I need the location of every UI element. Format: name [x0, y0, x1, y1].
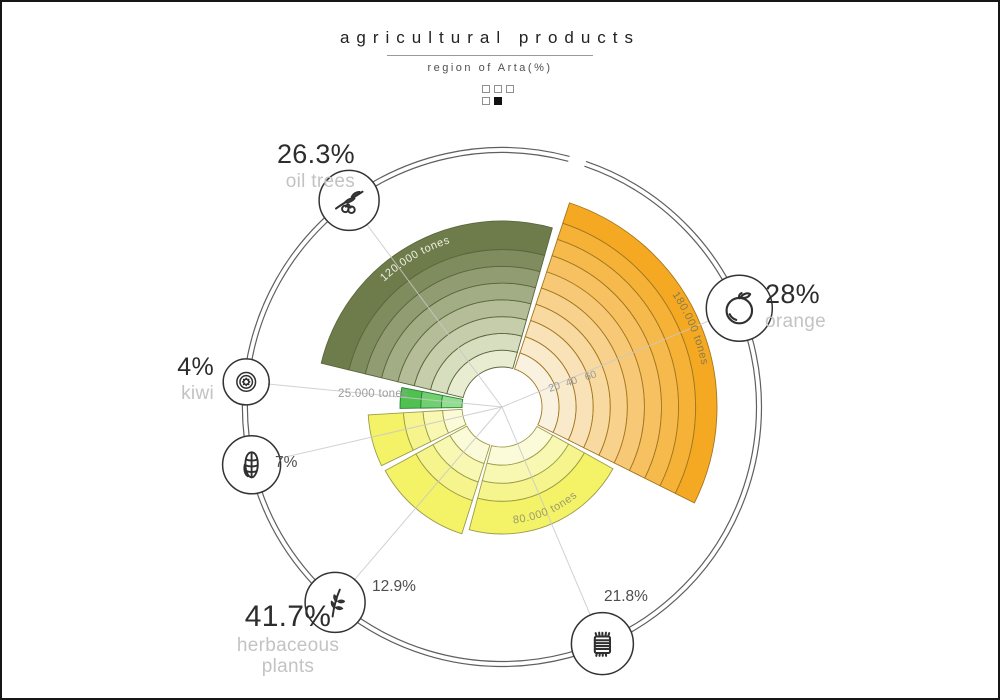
oil-trees-name: oil trees [285, 171, 355, 193]
radial-axis-tick: 40 [564, 374, 579, 389]
olive-branch-icon [318, 169, 380, 232]
segment-oil_trees [320, 220, 553, 399]
spoke-line-orange [501, 307, 740, 408]
page-subtitle: region of Arta(%) [427, 62, 553, 74]
slide-indicator [482, 85, 514, 109]
percent-label-herb: 12.9% [372, 578, 416, 595]
indicator-square [482, 85, 490, 93]
header: agricultural products region of Arta(%) [2, 28, 978, 74]
spoke-line-oil_trees [348, 200, 503, 408]
percent-label-corn: 7% [275, 454, 298, 471]
orange-percent: 28% [765, 279, 820, 309]
page-title: agricultural products [339, 28, 641, 47]
icon-art [243, 451, 259, 479]
indicator-square [482, 97, 490, 105]
herb-sprig-icon [304, 571, 366, 634]
icon-art [334, 190, 364, 215]
segment-fodder [468, 425, 614, 535]
segment-orange [513, 202, 718, 504]
icon-art [330, 588, 346, 618]
spoke-line-herb [334, 406, 503, 603]
band [320, 220, 553, 371]
percent-label-fodder: 21.8% [604, 588, 648, 605]
corn-icon [221, 435, 282, 495]
icon-circle [222, 358, 270, 406]
herbaceous-name-line2: plants [261, 655, 315, 677]
icon-art [725, 292, 754, 325]
orange-icon [705, 274, 774, 342]
icon-art [593, 631, 612, 657]
orange-name: orange [765, 311, 826, 333]
band [468, 452, 614, 535]
percent-label-orange: 28% orange [765, 279, 826, 333]
segment-corn [367, 408, 467, 467]
icon-circle [705, 274, 774, 342]
herbaceous-name-line1: herbaceous [236, 635, 340, 657]
indicator-square-filled [494, 97, 502, 105]
indicator-square [494, 85, 502, 93]
title-underline [387, 55, 593, 56]
kiwi-name: kiwi [181, 383, 214, 404]
spoke-line-fodder [501, 406, 603, 644]
kiwi-slice-icon [222, 358, 270, 406]
icon-art [236, 371, 257, 392]
kiwi-tones-label: 25.000 tones [338, 388, 409, 400]
indicator-row [482, 97, 514, 105]
hay-bale-icon [570, 611, 635, 676]
spoke-line-corn [251, 406, 503, 466]
band [367, 412, 414, 467]
indicator-row [482, 85, 514, 93]
percent-label-kiwi: 4% kiwi [132, 354, 214, 405]
spoke-line-kiwi [246, 381, 503, 408]
herbaceous-percent: 41.7% [244, 600, 332, 633]
oil-trees-percent: 26.3% [276, 139, 355, 169]
band [562, 202, 718, 504]
radial-axis-tick: 60 [583, 368, 598, 383]
radial-axis-tick: 20 [547, 380, 562, 395]
percent-label-oil-trees: 26.3% oil trees [207, 139, 355, 193]
indicator-square [506, 85, 514, 93]
kiwi-percent: 4% [177, 353, 214, 381]
percent-label-herbaceous-group: 41.7% herbaceous plants [210, 600, 366, 677]
band [384, 453, 473, 535]
